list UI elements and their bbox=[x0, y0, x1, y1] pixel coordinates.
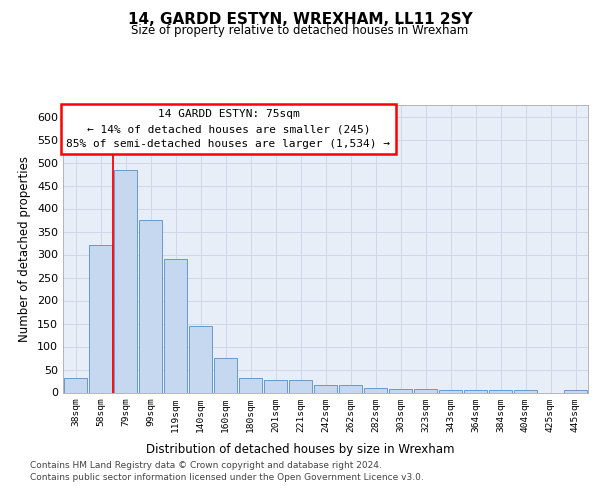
Bar bbox=[289, 380, 313, 392]
Bar bbox=[314, 385, 337, 392]
Y-axis label: Number of detached properties: Number of detached properties bbox=[19, 156, 31, 342]
Text: 14, GARDD ESTYN, WREXHAM, LL11 2SY: 14, GARDD ESTYN, WREXHAM, LL11 2SY bbox=[128, 12, 472, 28]
Bar bbox=[239, 378, 262, 392]
Bar bbox=[464, 390, 487, 392]
Bar bbox=[488, 390, 512, 392]
Bar bbox=[89, 246, 112, 392]
Bar bbox=[164, 259, 187, 392]
Bar bbox=[214, 358, 238, 392]
Text: Size of property relative to detached houses in Wrexham: Size of property relative to detached ho… bbox=[131, 24, 469, 37]
Text: 14 GARDD ESTYN: 75sqm
← 14% of detached houses are smaller (245)
85% of semi-det: 14 GARDD ESTYN: 75sqm ← 14% of detached … bbox=[67, 110, 391, 149]
Text: Contains public sector information licensed under the Open Government Licence v3: Contains public sector information licen… bbox=[30, 473, 424, 482]
Bar bbox=[364, 388, 388, 392]
Bar bbox=[64, 378, 88, 392]
Bar bbox=[563, 390, 587, 392]
Text: Contains HM Land Registry data © Crown copyright and database right 2024.: Contains HM Land Registry data © Crown c… bbox=[30, 460, 382, 469]
Bar bbox=[139, 220, 163, 392]
Bar bbox=[439, 390, 463, 392]
Bar bbox=[389, 390, 412, 392]
Bar bbox=[188, 326, 212, 392]
Bar bbox=[514, 390, 538, 392]
Bar bbox=[263, 380, 287, 392]
Text: Distribution of detached houses by size in Wrexham: Distribution of detached houses by size … bbox=[146, 442, 454, 456]
Bar bbox=[413, 390, 437, 392]
Bar bbox=[338, 385, 362, 392]
Bar bbox=[113, 170, 137, 392]
